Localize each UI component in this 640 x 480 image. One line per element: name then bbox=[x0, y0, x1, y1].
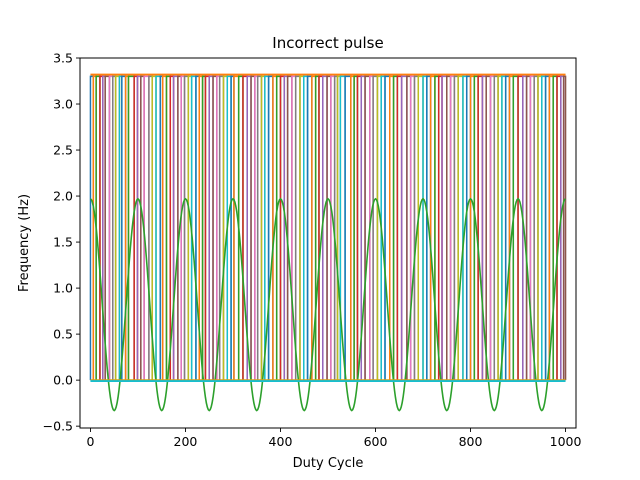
y-tick-label: 1.0 bbox=[53, 281, 73, 296]
y-tick-label: 1.5 bbox=[53, 235, 73, 250]
y-tick-label: 3.5 bbox=[53, 51, 73, 66]
axes-frame bbox=[79, 57, 577, 429]
x-axis: 0 200 400 600 800 1000 bbox=[86, 428, 582, 449]
y-axis-label: Frequency (Hz) bbox=[17, 194, 32, 292]
series-line-0 bbox=[89, 197, 567, 412]
pulse-segment bbox=[562, 75, 567, 381]
x-tick-label: 0 bbox=[86, 434, 94, 449]
y-tick-label: 2.5 bbox=[53, 143, 73, 158]
x-tick-label: 1000 bbox=[550, 434, 582, 449]
x-tick-label: 400 bbox=[269, 434, 293, 449]
x-tick-label: 600 bbox=[364, 434, 388, 449]
x-tick-label: 200 bbox=[174, 434, 198, 449]
y-tick-label: 2.0 bbox=[53, 189, 73, 204]
y-tick-label: 3.0 bbox=[53, 97, 73, 112]
y-axis: −0.5 0.0 0.5 1.0 1.5 2.0 2.5 3.0 3.5 bbox=[43, 51, 80, 434]
chart-title: Incorrect pulse bbox=[272, 34, 383, 52]
plot-area bbox=[89, 73, 567, 412]
x-axis-label: Duty Cycle bbox=[293, 456, 364, 471]
x-tick-label: 800 bbox=[459, 434, 483, 449]
y-tick-label: −0.5 bbox=[43, 419, 73, 434]
y-tick-label: 0.0 bbox=[53, 373, 73, 388]
y-tick-label: 0.5 bbox=[53, 327, 73, 342]
